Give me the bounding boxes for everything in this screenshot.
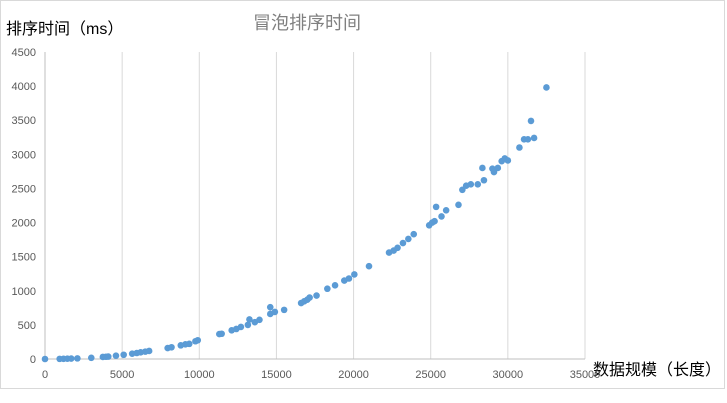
scatter-point	[479, 164, 486, 172]
scatter-point	[112, 352, 120, 360]
y-tick-label: 500	[18, 320, 36, 332]
scatter-point	[87, 354, 95, 362]
scatter-point	[455, 201, 462, 209]
scatter-point	[280, 306, 288, 314]
scatter-point	[480, 176, 488, 184]
scatter-point	[194, 336, 202, 344]
x-tick-label: 30000	[493, 369, 524, 381]
x-tick-labels: 0 5000 10000 15000 20000 25000 30000 35000	[42, 369, 600, 381]
scatter-point	[530, 134, 538, 142]
y-tick-label: 2000	[12, 218, 36, 230]
scatter-point	[504, 157, 512, 164]
axes	[44, 52, 585, 360]
scatter-point	[168, 343, 175, 351]
scatter-point	[313, 292, 320, 299]
x-tick-label: 15000	[261, 369, 292, 381]
y-tick-label: 4500	[12, 47, 36, 59]
y-tick-label: 1500	[12, 252, 36, 264]
scatter-point	[431, 217, 438, 225]
y-axis-title: 排序时间（ms）	[6, 20, 123, 38]
scatter-point	[218, 330, 225, 338]
y-tick-label: 0	[30, 354, 36, 366]
scatter-point	[256, 316, 263, 324]
scatter-point	[145, 347, 153, 355]
scatter-point	[399, 239, 407, 247]
scatter-point	[516, 144, 523, 151]
scatter-point	[271, 308, 279, 316]
y-tick-label: 3000	[12, 149, 36, 161]
x-tick-label: 35000	[570, 369, 601, 381]
scatter-point	[266, 303, 274, 311]
scatter-point	[74, 355, 81, 362]
data-points	[41, 84, 550, 363]
y-tick-label: 4000	[12, 81, 36, 93]
x-tick-label: 10000	[184, 369, 215, 381]
y-tick-labels: 0 500 1000 1500 2000 2500 3000 3500 4000 4500	[12, 47, 36, 366]
scatter-point	[410, 230, 418, 238]
scatter-point	[467, 181, 475, 188]
gridlines	[121, 52, 586, 359]
scatter-point	[394, 244, 401, 252]
x-axis-title: 数据规模（长度）	[593, 361, 721, 379]
y-tick-label: 2500	[12, 183, 36, 195]
scatter-point	[244, 321, 252, 329]
scatter-point	[41, 355, 49, 363]
scatter-point	[104, 353, 112, 360]
y-tick-label: 3500	[12, 115, 36, 127]
scatter-point	[345, 275, 353, 282]
scatter-point	[331, 282, 339, 289]
scatter-point	[527, 117, 535, 125]
chart-title: 冒泡排序时间	[253, 13, 361, 33]
x-tick-label: 20000	[338, 369, 369, 381]
scatter-point	[306, 294, 313, 301]
scatter-point	[438, 213, 445, 220]
chart-frame	[0, 0, 725, 389]
scatter-point	[237, 323, 245, 331]
scatter-point	[120, 351, 127, 359]
scatter-point	[474, 181, 482, 188]
x-tick-label: 5000	[110, 369, 134, 381]
scatter-point	[351, 271, 358, 278]
scatter-point	[324, 285, 331, 293]
scatter-point	[67, 355, 75, 362]
x-tick-label: 25000	[415, 369, 446, 381]
x-tick-label: 0	[42, 369, 48, 381]
scatter-point	[494, 164, 502, 172]
y-tick-label: 1000	[12, 286, 36, 298]
scatter-point	[246, 316, 253, 323]
scatter-point	[524, 136, 532, 143]
scatter-point	[543, 84, 550, 91]
scatter-point	[365, 262, 373, 270]
scatter-point	[442, 206, 450, 214]
scatter-point	[405, 235, 412, 243]
scatter-point	[185, 340, 193, 348]
scatter-point	[432, 203, 440, 211]
